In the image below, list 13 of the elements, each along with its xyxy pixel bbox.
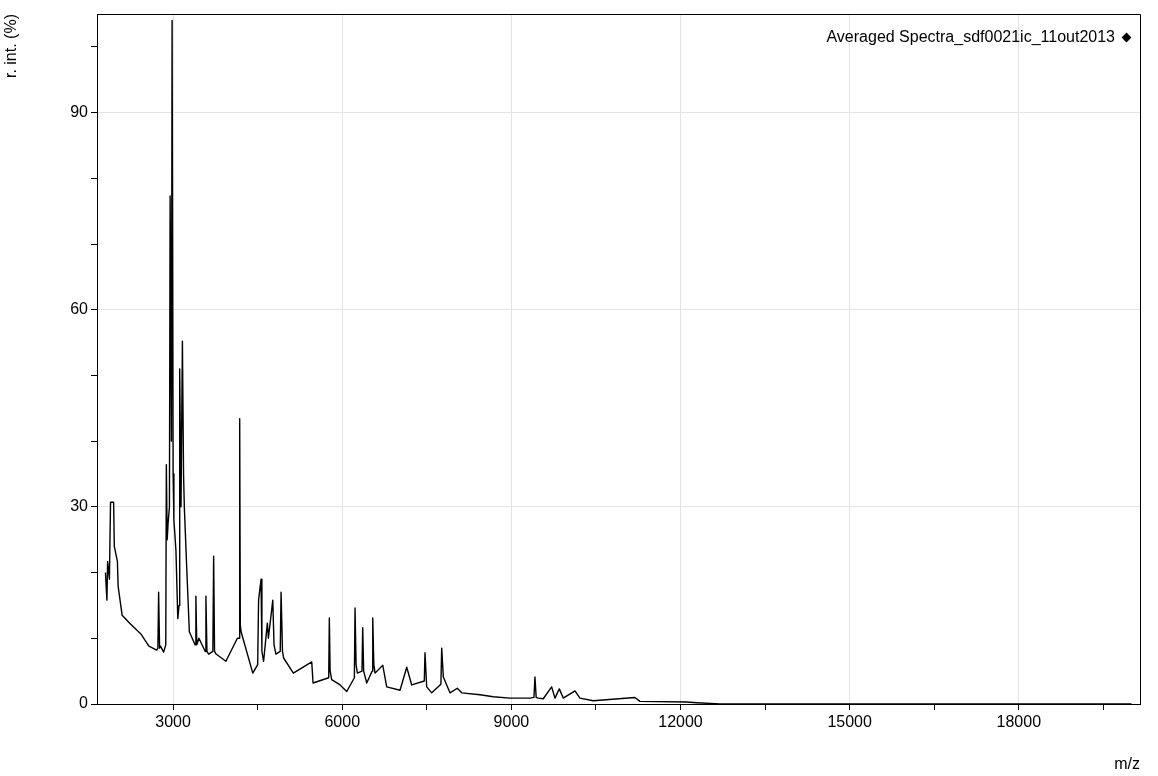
y-tick-label: 30 bbox=[70, 497, 89, 515]
x-axis-title: m/z bbox=[1114, 754, 1140, 772]
x-tick-label: 18000 bbox=[996, 713, 1042, 731]
legend-label: Averaged Spectra_sdf0021ic_11out2013 bbox=[826, 28, 1115, 46]
x-tick-label: 15000 bbox=[827, 713, 872, 731]
y-tick-label: 0 bbox=[79, 694, 89, 712]
x-tick-label: 3000 bbox=[155, 713, 192, 731]
x-tick-label: 6000 bbox=[324, 713, 361, 731]
y-axis-title: r. int. (%) bbox=[2, 14, 20, 79]
y-tick-label: 60 bbox=[70, 300, 89, 318]
y-tick-label: 90 bbox=[70, 102, 89, 120]
x-tick-label: 9000 bbox=[493, 713, 530, 731]
x-tick-label: 12000 bbox=[658, 713, 703, 731]
